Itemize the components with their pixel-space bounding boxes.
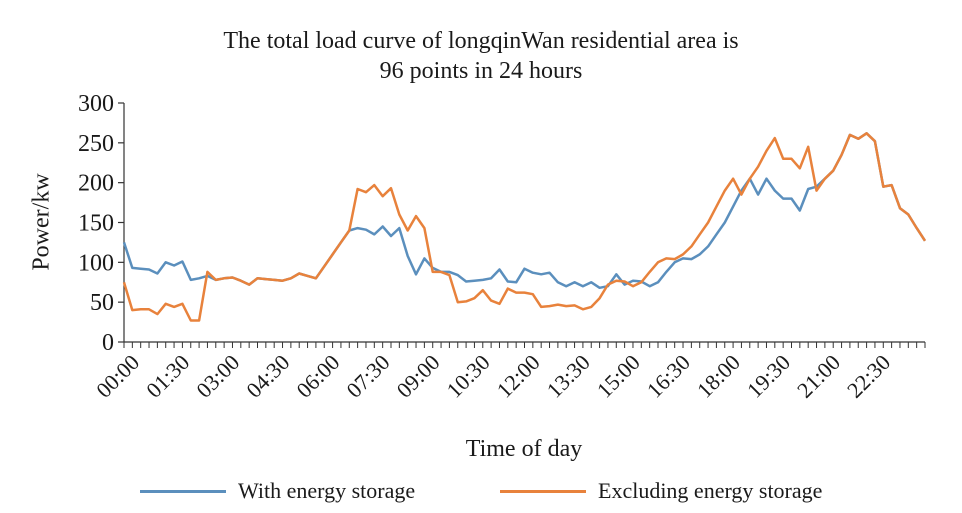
x-tick-label: 03:00 [191, 350, 244, 403]
x-tick-label: 15:00 [592, 350, 645, 403]
x-tick-label: 19:30 [742, 350, 795, 403]
y-tick-label: 150 [78, 211, 114, 237]
x-tick-label: 00:00 [91, 350, 144, 403]
y-tick-label: 200 [78, 171, 114, 197]
legend-swatch-with-storage [140, 489, 226, 493]
x-tick-label: 06:00 [291, 350, 344, 403]
x-tick-label: 07:30 [341, 350, 394, 403]
legend-label-with-storage: With energy storage [238, 478, 416, 503]
x-tick-label: 22:30 [842, 350, 895, 403]
legend-item-with-storage: With energy storage [140, 478, 415, 504]
x-tick-label: 10:30 [442, 350, 495, 403]
chart-title: The total load curve of longqinWan resid… [223, 28, 739, 54]
x-tick-label: 04:30 [241, 350, 294, 403]
legend-swatch-excluding-storage [500, 489, 586, 493]
x-tick-label: 16:30 [642, 350, 695, 403]
x-tick-label: 13:30 [542, 350, 595, 403]
y-tick-label: 100 [78, 250, 114, 276]
x-tick-label: 01:30 [141, 350, 194, 403]
y-tick-label: 50 [90, 290, 114, 316]
x-tick-label: 09:00 [391, 350, 444, 403]
legend-item-excluding-storage: Excluding energy storage [500, 478, 822, 504]
x-tick-label: 18:00 [692, 350, 745, 403]
legend-label-excluding-storage: Excluding energy storage [598, 478, 823, 503]
series-line-excluding-storage [122, 132, 927, 322]
x-tick-label: 21:00 [792, 350, 845, 403]
chart-subtitle: 96 points in 24 hours [379, 58, 583, 84]
x-tick-label: 12:00 [492, 350, 545, 403]
x-axis-label: Time of day [465, 436, 583, 462]
y-tick-label: 300 [78, 91, 114, 117]
y-axis-label: Power/kw [28, 173, 55, 271]
legend: With energy storage Excluding energy sto… [0, 478, 962, 508]
y-tick-label: 250 [78, 131, 114, 157]
y-tick-label: 0 [102, 330, 114, 356]
